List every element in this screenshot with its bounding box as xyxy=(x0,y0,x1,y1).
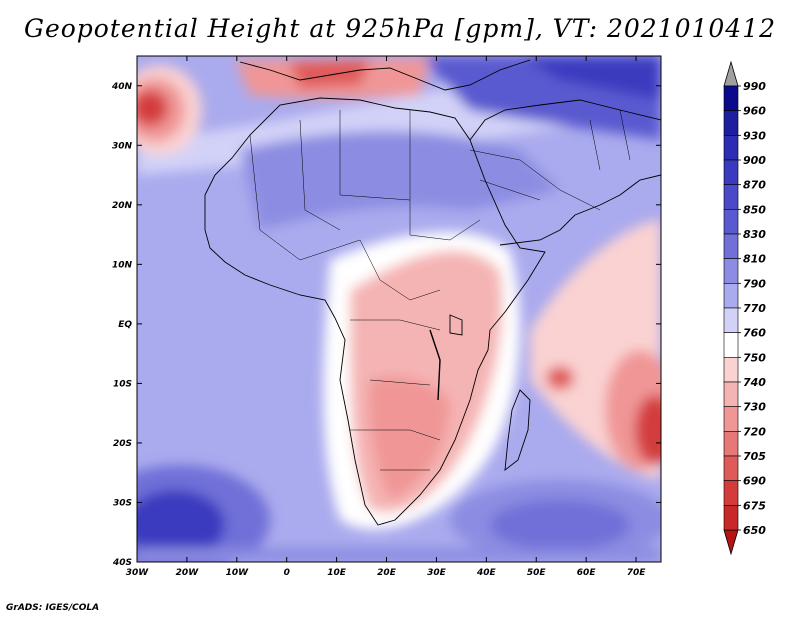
grads-credit: GrADS: IGES/COLA xyxy=(6,603,100,613)
lat-tick-label: 10S xyxy=(113,379,132,389)
colorbar-label: 850 xyxy=(743,203,766,216)
colorbar-label: 730 xyxy=(743,401,766,414)
colorbar-swatch xyxy=(723,480,739,506)
lon-tick-label: 20E xyxy=(377,568,397,578)
lon-tick-label: 30W xyxy=(126,568,150,578)
lon-tick-label: 60E xyxy=(577,568,597,578)
colorbar-label: 930 xyxy=(743,129,766,142)
colorbar-swatch xyxy=(723,505,739,531)
colorbar-bottom-arrow xyxy=(723,529,739,556)
lon-tick-label: 70E xyxy=(627,568,647,578)
colorbar-label: 810 xyxy=(743,253,766,266)
colorbar-label: 740 xyxy=(743,376,766,389)
country-borders xyxy=(249,109,631,471)
lat-tick-label: 30S xyxy=(113,498,132,508)
map-title: Geopotential Height at 925hPa [gpm], VT:… xyxy=(23,14,777,43)
colorbar-top-arrow xyxy=(723,60,739,87)
colorbar-swatch xyxy=(723,455,739,481)
lat-tick-label: 30N xyxy=(112,141,133,151)
lon-tick-label: 10E xyxy=(327,568,347,578)
colorbar-label: 690 xyxy=(743,475,766,488)
colorbar-label: 650 xyxy=(743,524,766,537)
lat-tick-label: 40S xyxy=(112,558,132,568)
colorbar-swatch xyxy=(723,381,739,407)
colorbar-swatch xyxy=(723,135,739,161)
colorbar-swatch xyxy=(723,357,739,383)
colorbar-swatch xyxy=(723,283,739,309)
lat-tick-label: 20S xyxy=(113,439,132,449)
colorbar-swatch xyxy=(723,258,739,284)
colorbar-label: 870 xyxy=(743,179,766,192)
lon-tick-label: 20W xyxy=(176,568,200,578)
longitude-axis: 30W 20W 10W 0 10E 20E 30E 40E 50E 60E 70E xyxy=(126,56,646,578)
latitude-axis: 40N 30N 20N 10N EQ 10S 20S 30S 40S xyxy=(111,82,661,568)
coastlines xyxy=(204,59,661,526)
colorbar-swatch xyxy=(723,233,739,259)
colorbar-swatch xyxy=(723,110,739,136)
colorbar-swatch xyxy=(723,209,739,235)
colorbar-label: 790 xyxy=(743,277,766,290)
colorbar-label: 760 xyxy=(743,327,766,340)
colorbar-label: 705 xyxy=(743,450,766,463)
colorbar-swatch xyxy=(723,406,739,432)
colorbar-swatch xyxy=(723,159,739,185)
colorbar-label: 900 xyxy=(743,154,766,167)
lat-tick-label: 20N xyxy=(112,201,133,211)
map-frame xyxy=(136,55,662,563)
colorbar-label: 990 xyxy=(743,80,766,93)
colorbar-label: 675 xyxy=(743,499,766,512)
height-field xyxy=(137,56,661,562)
colorbar-swatch xyxy=(723,332,739,358)
colorbar-swatch xyxy=(723,307,739,333)
colorbar-label: 960 xyxy=(743,105,766,118)
colorbar-label: 720 xyxy=(743,425,766,438)
lat-tick-label: 40N xyxy=(111,82,133,92)
colorbar-swatch xyxy=(723,184,739,210)
colorbar-swatch xyxy=(723,431,739,457)
lon-tick-label: 30E xyxy=(427,568,447,578)
colorbar-label: 750 xyxy=(743,351,766,364)
lon-tick-label: 0 xyxy=(284,568,290,578)
colorbar-swatch xyxy=(723,85,739,111)
lat-tick-label: EQ xyxy=(118,320,132,330)
lon-tick-label: 50E xyxy=(527,568,547,578)
lon-tick-label: 10W xyxy=(226,568,250,578)
lon-tick-label: 40E xyxy=(476,568,497,578)
colorbar-label: 830 xyxy=(743,228,766,241)
colorbar: 990 960 930 900 870 850 830 810 790 770 760 750 740 7… xyxy=(723,60,766,556)
colorbar-label: 770 xyxy=(743,302,766,315)
lat-tick-label: 10N xyxy=(112,260,133,270)
